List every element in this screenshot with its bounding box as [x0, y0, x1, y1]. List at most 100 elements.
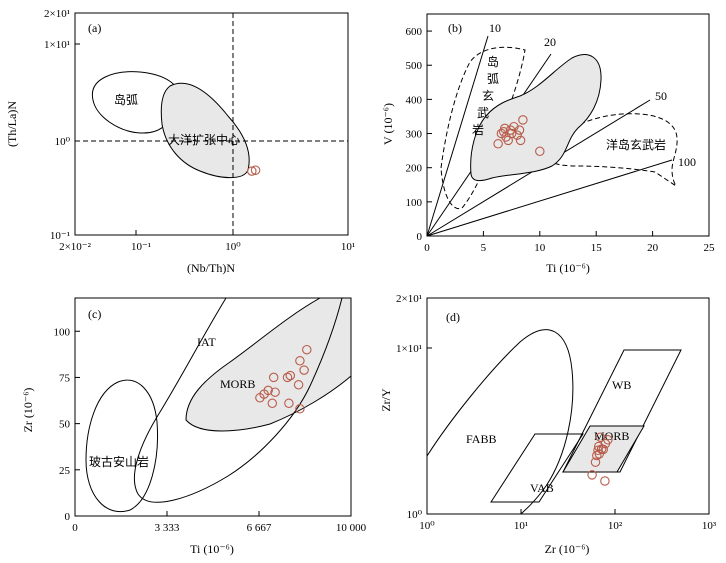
panel-c: (c) IAT MORB 玻古安山岩 0 3 333 6 667 10 000 0 25 5… — [21, 297, 367, 556]
plot-frame-a — [74, 12, 349, 236]
data-point — [250, 165, 261, 175]
x-tick-label: 10³ — [702, 520, 717, 532]
data-point — [302, 344, 312, 355]
y-axis-label: Zr (10⁻⁶) — [21, 388, 35, 433]
x-axis-label: Ti (10⁻⁶) — [546, 261, 590, 275]
data-point — [505, 125, 516, 135]
x-tick-label: 10 — [534, 242, 546, 254]
ocean-spreading-center-field — [160, 82, 250, 179]
panel-label: (a) — [88, 21, 101, 35]
ratio-label-50: 50 — [655, 89, 667, 103]
x-tick-label: 25 — [704, 242, 716, 254]
y-tick: 2×10¹ — [44, 8, 70, 20]
island-arc-basalt-field — [440, 46, 526, 210]
data-point — [603, 435, 613, 445]
panel-label: (d) — [446, 310, 460, 324]
x-tick-label: 10⁰ — [419, 520, 435, 532]
y-tick-label: 1×10¹ — [396, 343, 422, 355]
y-tick-label: 300 — [406, 129, 423, 141]
data-point — [512, 130, 522, 140]
x-tick: 10⁻¹ — [131, 241, 151, 253]
y-tick-label: 25 — [59, 465, 71, 477]
field-label-ocean-island-basalt: 洋岛玄武岩 — [606, 137, 666, 152]
field-label-char: 岛 — [487, 54, 499, 69]
panel-b: (b) 10 20 50 100 岛 弧 玄 武 岩 洋岛玄武岩 0 5 10 15 2… — [381, 13, 716, 275]
y-tick-label: 0 — [65, 511, 71, 523]
data-point — [498, 127, 509, 137]
x-axis-label: Ti (10⁻⁶) — [190, 542, 234, 556]
data-point — [295, 404, 305, 414]
y-tick: 10⁻¹ — [50, 230, 70, 242]
data-point — [515, 135, 526, 146]
x-tick: 10⁰ — [225, 241, 241, 253]
ratio-line-10 — [426, 35, 489, 237]
vab-field — [490, 433, 584, 503]
x-tick-label: 10 000 — [336, 522, 367, 534]
ocean-island-basalt-field — [539, 113, 678, 187]
data-points-d — [587, 432, 613, 486]
x-tick-label: 3 333 — [155, 522, 180, 534]
plot-frame-c — [74, 297, 352, 517]
data-points-c — [255, 344, 312, 414]
panel-label: (b) — [448, 21, 462, 35]
plot-frame-d — [426, 297, 710, 515]
y-tick-label: 2×10¹ — [396, 293, 422, 305]
data-point — [518, 115, 528, 125]
x-axis-label: (Nb/Th)N — [187, 261, 235, 275]
morb-field — [562, 425, 645, 473]
field-label-char: 玄 — [482, 88, 494, 103]
data-points-b — [493, 115, 545, 157]
panel-d: (d) FABB WB MORB VAB 10⁰ 10¹ 10² 10³ 10⁰ 1×10… — [379, 293, 717, 556]
y-tick: 1×10¹ — [44, 39, 70, 51]
field-label-char: 岩 — [472, 122, 484, 137]
y-tick-label: 100 — [406, 197, 423, 209]
field-label-island-arc: 岛弧 — [114, 92, 138, 107]
data-point — [295, 356, 305, 366]
x-tick-label: 6 667 — [247, 522, 272, 534]
ratio-label-10: 10 — [489, 21, 501, 35]
x-tick-label: 0 — [424, 242, 430, 254]
field-label-fabb: FABB — [466, 432, 496, 446]
ratio-label-100: 100 — [678, 155, 696, 169]
field-label-char: 武 — [477, 106, 489, 120]
boninite-field — [85, 379, 158, 513]
ticks-c: 0 3 333 6 667 10 000 0 25 50 75 100 — [54, 326, 367, 534]
x-tick: 2×10⁻² — [59, 241, 92, 253]
data-point — [493, 139, 503, 149]
data-point — [268, 372, 279, 383]
morb-field — [470, 54, 602, 182]
ratio-line-100 — [426, 159, 673, 237]
y-tick: 10⁰ — [55, 136, 71, 148]
y-tick-label: 200 — [406, 163, 423, 175]
x-tick-label: 15 — [591, 242, 603, 254]
data-point — [247, 166, 257, 176]
x-tick-label: 5 — [481, 242, 487, 254]
fabb-field — [427, 329, 574, 514]
data-point — [593, 441, 604, 452]
y-axis-label: Zr/Y — [379, 388, 393, 412]
data-point — [535, 146, 545, 157]
field-label-wb: WB — [612, 378, 631, 392]
y-tick-label: 400 — [406, 94, 423, 106]
x-tick-label: 10¹ — [514, 520, 528, 532]
field-label-morb: MORB — [594, 429, 629, 443]
data-point — [270, 387, 280, 397]
data-point — [590, 457, 601, 467]
data-point — [598, 444, 609, 455]
y-tick-label: 500 — [406, 60, 423, 72]
field-label-vab: VAB — [530, 481, 554, 495]
data-point — [284, 398, 294, 409]
x-tick-label: 20 — [647, 242, 659, 254]
x-tick-label: 10² — [608, 520, 623, 532]
data-point — [592, 450, 602, 461]
ticks-d: 10⁰ 10¹ 10² 10³ 10⁰ 1×10¹ 2×10¹ — [396, 293, 717, 532]
data-point — [267, 398, 278, 409]
y-tick-label: 0 — [417, 231, 423, 243]
data-point — [514, 125, 525, 135]
data-point — [293, 380, 304, 390]
data-point — [282, 372, 293, 383]
field-label-char: 弧 — [487, 72, 499, 86]
x-axis-label: Zr (10⁻⁶) — [545, 542, 590, 556]
data-point — [600, 476, 610, 486]
